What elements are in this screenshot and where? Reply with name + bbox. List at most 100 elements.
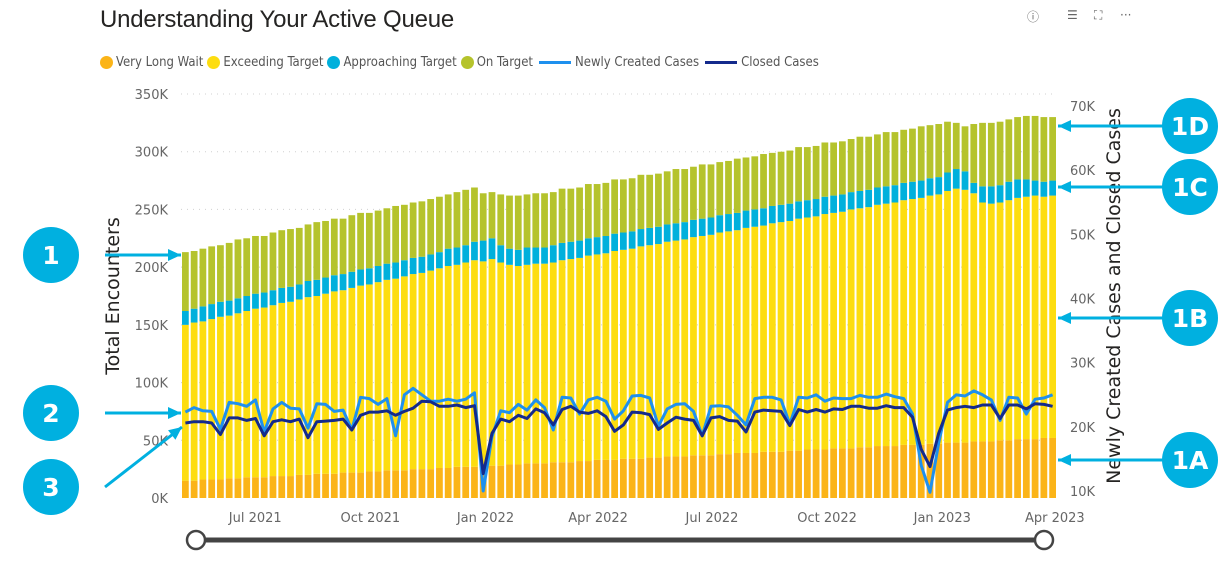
bar-very-long-wait — [295, 474, 303, 498]
bar-on-target — [208, 246, 216, 305]
bar-approaching-target — [681, 222, 689, 240]
bar-very-long-wait — [190, 480, 198, 498]
bar-on-target — [611, 179, 618, 234]
bar-exceeding-target — [523, 264, 531, 464]
bar-on-target — [567, 188, 575, 242]
annotation-badge — [23, 227, 79, 283]
bar-very-long-wait — [987, 441, 995, 498]
more-options-icon[interactable]: ··· — [1120, 8, 1132, 22]
bar-on-target — [401, 204, 408, 261]
bar-approaching-target — [506, 248, 513, 265]
bar-on-target — [549, 192, 557, 246]
bar-on-target — [1014, 117, 1021, 180]
y-tick-label: 200K — [135, 261, 169, 276]
bar-exceeding-target — [742, 227, 750, 453]
bar-exceeding-target — [567, 259, 575, 463]
bar-approaching-target — [252, 293, 259, 309]
y-tick-label: 100K — [135, 377, 169, 392]
annotation-badge — [1162, 98, 1218, 154]
bar-exceeding-target — [672, 240, 680, 457]
bar-on-target — [882, 132, 890, 187]
bar-very-long-wait — [690, 455, 697, 498]
bar-approaching-target — [1040, 181, 1048, 197]
bar-exceeding-target — [602, 253, 610, 460]
bar-exceeding-target — [418, 272, 426, 470]
bar-approaching-target — [979, 186, 986, 203]
bar-exceeding-target — [611, 250, 618, 460]
bar-on-target — [330, 218, 338, 276]
bar-approaching-target — [996, 185, 1004, 203]
bar-exceeding-target — [357, 285, 364, 473]
y-tick-label: 50K — [143, 434, 169, 449]
legend-item[interactable]: On Target — [460, 55, 533, 70]
bar-very-long-wait — [812, 449, 820, 498]
bar-very-long-wait — [488, 465, 496, 498]
bar-very-long-wait — [926, 443, 934, 498]
legend-item[interactable]: Closed Cases — [703, 55, 819, 70]
legend-item[interactable]: Approaching Target — [327, 55, 457, 70]
bar-very-long-wait — [401, 470, 408, 498]
bar-very-long-wait — [637, 458, 645, 498]
bar-very-long-wait — [287, 476, 294, 498]
bar-exceeding-target — [208, 319, 216, 480]
x-tick-label: Jan 2023 — [913, 511, 971, 526]
bar-very-long-wait — [1022, 439, 1030, 498]
y2-tick-label: 50K — [1070, 228, 1096, 243]
bar-on-target — [182, 252, 189, 312]
bar-on-target — [541, 193, 548, 248]
bar-on-target — [584, 184, 592, 239]
bar-on-target — [751, 156, 759, 210]
bar-exceeding-target — [217, 316, 224, 480]
x-tick-label: Apr 2023 — [1025, 511, 1085, 526]
filter-icon[interactable]: ☰ — [1067, 8, 1078, 22]
bar-on-target — [996, 121, 1004, 186]
legend-item[interactable]: Exceeding Target — [207, 55, 323, 70]
bar-approaching-target — [874, 187, 881, 205]
bar-approaching-target — [418, 256, 426, 273]
bar-very-long-wait — [348, 472, 356, 498]
bar-on-target — [383, 208, 391, 264]
bar-very-long-wait — [567, 462, 575, 498]
bar-on-target — [243, 238, 251, 296]
bar-on-target — [348, 215, 356, 272]
bar-exceeding-target — [768, 223, 776, 452]
range-slider-start-handle[interactable] — [185, 529, 207, 551]
bar-on-target — [698, 164, 706, 219]
bar-on-target — [532, 193, 540, 248]
y-tick-label: 250K — [135, 203, 169, 218]
bar-exceeding-target — [979, 202, 986, 442]
bar-approaching-target — [847, 192, 855, 210]
bar-approaching-target — [322, 277, 329, 294]
bar-on-target — [295, 227, 303, 285]
legend-item[interactable]: Very Long Wait — [100, 55, 203, 70]
bar-very-long-wait — [506, 464, 513, 498]
bar-approaching-target — [655, 226, 662, 245]
bar-exceeding-target — [917, 197, 925, 445]
bar-very-long-wait — [716, 454, 724, 498]
x-tick-label: Jul 2022 — [685, 511, 739, 526]
bar-very-long-wait — [882, 446, 890, 498]
bar-on-target — [830, 142, 837, 196]
bar-approaching-target — [751, 209, 759, 227]
bar-very-long-wait — [365, 471, 373, 498]
bar-on-target — [1049, 117, 1056, 181]
bar-very-long-wait — [541, 463, 548, 498]
range-slider-end-handle[interactable] — [1033, 529, 1055, 551]
bar-approaching-target — [628, 231, 636, 249]
bar-on-target — [909, 128, 916, 182]
bar-on-target — [865, 136, 873, 190]
bar-approaching-target — [935, 177, 943, 195]
bar-on-target — [418, 201, 426, 257]
focus-mode-icon[interactable]: ⛶ — [1094, 8, 1103, 22]
legend-item[interactable]: Newly Created Cases — [537, 55, 699, 70]
bar-on-target — [760, 154, 767, 209]
bar-on-target — [1005, 119, 1013, 182]
bar-very-long-wait — [523, 463, 531, 498]
bar-on-target — [847, 139, 855, 193]
bar-exceeding-target — [1022, 196, 1030, 440]
bar-on-target — [900, 129, 908, 183]
help-icon[interactable]: ⓘ — [1027, 10, 1040, 24]
bar-approaching-target — [646, 227, 654, 246]
bar-exceeding-target — [663, 241, 671, 457]
bar-exceeding-target — [655, 244, 662, 458]
